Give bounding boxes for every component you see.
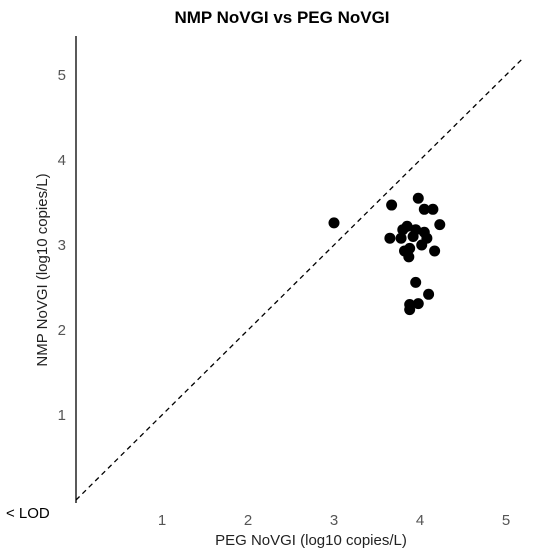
y-tick-labels: 1 2 3 4 5	[58, 67, 66, 424]
data-point	[386, 199, 398, 211]
reference-line-y-equals-x	[75, 57, 524, 501]
data-point	[407, 231, 419, 242]
data-point	[434, 219, 446, 231]
y-axis-label: NMP NoVGI (log10 copies/L)	[34, 173, 51, 366]
y-tick-label: 1	[58, 407, 66, 424]
data-point	[397, 224, 409, 236]
y-tick-label: 2	[58, 322, 66, 339]
data-point	[410, 276, 422, 288]
x-tick-label: 5	[502, 512, 510, 529]
data-point	[429, 245, 441, 257]
y-tick-label: 4	[58, 152, 66, 169]
data-point	[418, 203, 430, 215]
y-tick-label: 3	[58, 237, 66, 254]
data-point	[427, 203, 439, 215]
x-tick-labels: 1 2 3 4 5	[158, 512, 510, 529]
data-point	[404, 304, 416, 316]
data-points	[328, 192, 446, 316]
y-tick-label: 5	[58, 67, 66, 84]
data-point	[416, 239, 428, 251]
data-point	[328, 217, 340, 229]
x-axis-label: PEG NoVGI (log10 copies/L)	[215, 532, 407, 549]
x-tick-label: 4	[416, 512, 424, 529]
x-tick-label: 3	[330, 512, 338, 529]
data-point	[412, 298, 424, 310]
chart-title: NMP NoVGI vs PEG NoVGI	[174, 8, 389, 27]
x-tick-label: 1	[158, 512, 166, 529]
data-point	[423, 288, 435, 300]
data-point	[384, 232, 396, 244]
data-point	[395, 232, 407, 244]
data-point	[412, 192, 424, 204]
data-point	[403, 251, 415, 263]
lod-label: < LOD	[6, 505, 50, 522]
x-tick-label: 2	[244, 512, 252, 529]
